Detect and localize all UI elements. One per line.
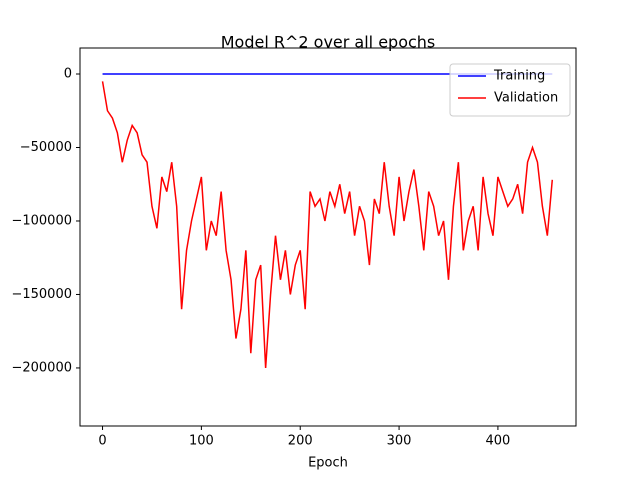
x-tick-label: 200 [288, 434, 313, 449]
legend-box [449, 63, 571, 117]
legend-label: Validation [494, 91, 558, 106]
plot-frame [79, 47, 577, 427]
y-tick-label: −100000 [11, 213, 72, 228]
x-tick-label: 0 [98, 434, 106, 449]
chart-title: Model R^2 over all epochs [221, 33, 436, 52]
x-tick-label: 400 [485, 434, 510, 449]
y-tick-label: −150000 [11, 287, 72, 302]
legend-label: Training [493, 69, 545, 84]
x-axis-label: Epoch [308, 456, 348, 471]
x-tick-label: 100 [189, 434, 214, 449]
x-tick-label: 300 [387, 434, 412, 449]
y-tick-label: −200000 [11, 360, 72, 375]
y-tick-label: −50000 [20, 140, 72, 155]
series-line [101, 81, 554, 368]
y-tick-label: 0 [64, 67, 72, 82]
